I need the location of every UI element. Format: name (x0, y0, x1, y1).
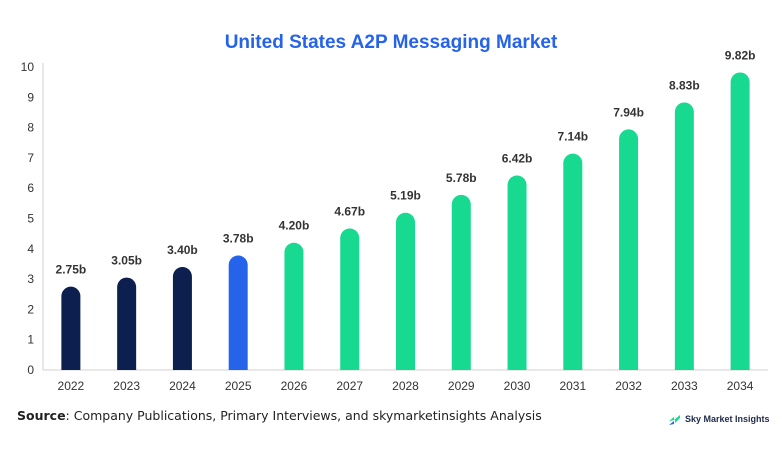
data-label: 9.82b (725, 48, 756, 62)
y-tick-label: 2 (27, 302, 34, 316)
data-label: 8.83b (669, 78, 700, 92)
x-tick-label: 2027 (336, 379, 363, 393)
data-label: 7.94b (613, 105, 644, 119)
y-tick-label: 1 (27, 333, 34, 347)
y-tick-label: 8 (27, 121, 34, 135)
y-tick-label: 7 (27, 151, 34, 165)
data-label: 3.40b (167, 243, 198, 257)
bar (730, 72, 750, 370)
data-label: 4.20b (279, 219, 310, 233)
bar (507, 175, 527, 370)
brand-name: Sky Market Insights (685, 414, 770, 424)
x-tick-label: 2032 (615, 379, 642, 393)
bar (284, 242, 304, 370)
y-tick-label: 6 (27, 181, 34, 195)
chart-title: United States A2P Messaging Market (224, 32, 558, 53)
x-tick-label: 2030 (504, 379, 531, 393)
y-tick-label: 4 (27, 242, 34, 256)
x-tick-label: 2028 (392, 379, 419, 393)
y-tick-label: 5 (27, 212, 34, 226)
bar (340, 228, 360, 370)
bar (563, 153, 583, 370)
bar-chart: 0 1 2 3 4 5 6 7 8 9 10 2022 2.75b 2023 3.05b 2024 3.40b 2… (21, 48, 768, 393)
data-label: 3.78b (223, 231, 254, 245)
source-note: Source: Company Publications, Primary In… (17, 408, 542, 423)
data-label: 7.14b (557, 130, 588, 144)
x-tick-label: 2034 (727, 379, 754, 393)
y-tick-label: 9 (27, 90, 34, 104)
bar (117, 277, 137, 370)
source-label: Source (17, 408, 66, 423)
bar (172, 266, 192, 370)
x-tick-label: 2024 (169, 379, 196, 393)
data-label: 5.19b (390, 189, 421, 203)
bar (228, 255, 248, 370)
brand-logo: Sky Market Insights (668, 412, 770, 426)
x-tick-label: 2031 (559, 379, 586, 393)
y-tick-label: 0 (27, 363, 34, 377)
x-tick-label: 2029 (448, 379, 475, 393)
bar (396, 212, 415, 370)
sky-market-insights-logo-icon (669, 415, 680, 425)
data-label: 4.67b (334, 204, 365, 218)
y-tick-label: 10 (21, 60, 35, 74)
source-text: : Company Publications, Primary Intervie… (65, 408, 542, 423)
data-label: 2.75b (56, 263, 87, 277)
x-tick-label: 2023 (113, 379, 140, 393)
data-label: 3.05b (111, 254, 142, 268)
bar (451, 194, 471, 370)
x-tick-label: 2033 (671, 379, 698, 393)
x-tick-label: 2022 (58, 379, 85, 393)
y-tick-label: 3 (27, 272, 34, 286)
bar (619, 129, 639, 370)
data-label: 6.42b (502, 151, 533, 165)
x-tick-label: 2025 (225, 379, 252, 393)
bar (61, 286, 81, 370)
bar (674, 102, 694, 371)
x-tick-label: 2026 (281, 379, 308, 393)
data-label: 5.78b (446, 171, 477, 185)
